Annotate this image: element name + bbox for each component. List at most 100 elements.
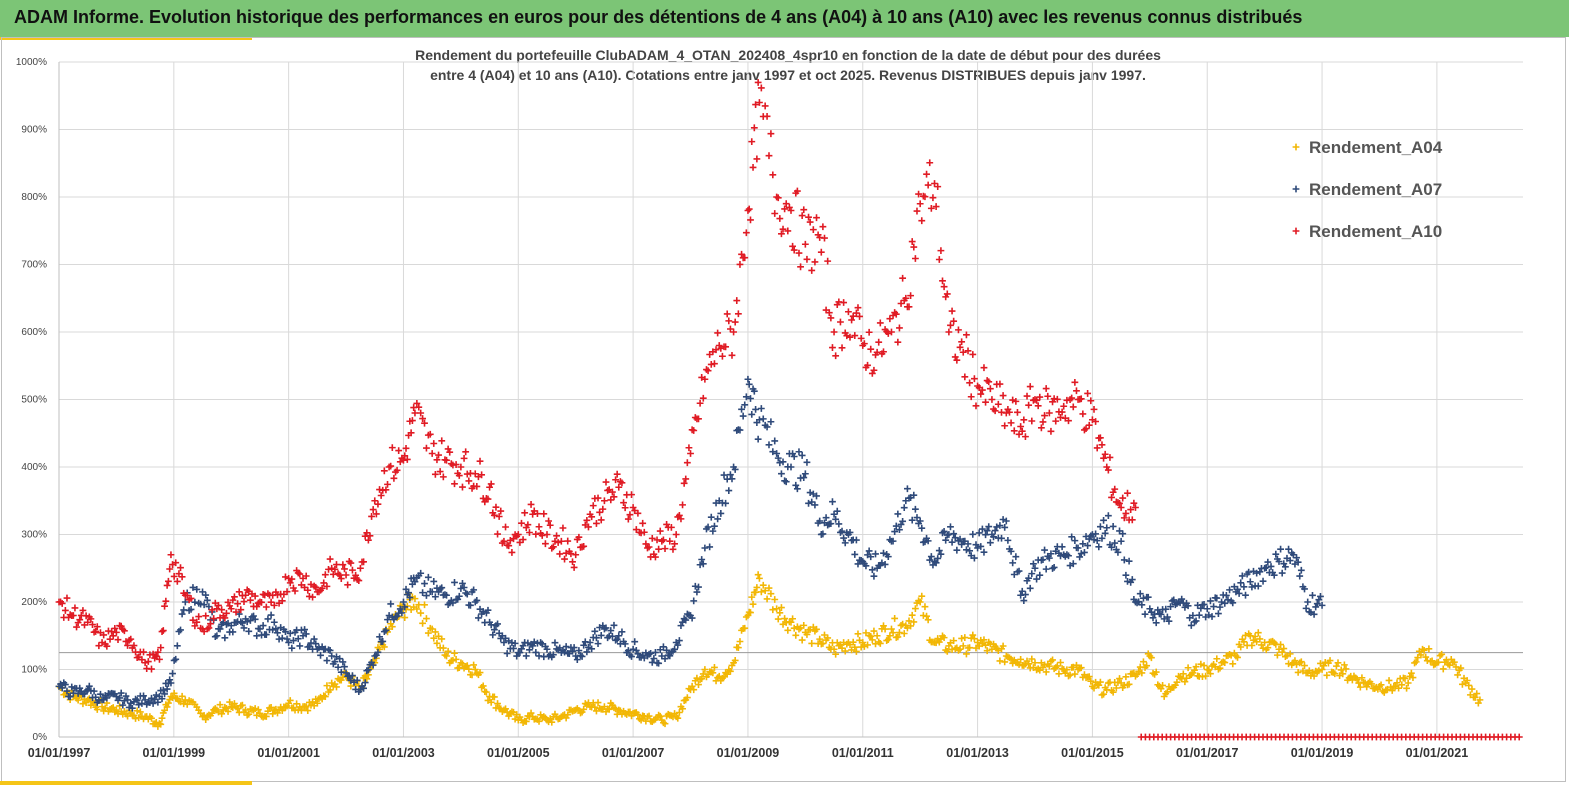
rendement-a07-point bbox=[1109, 523, 1117, 530]
rendement-a04-point bbox=[1090, 684, 1098, 692]
rendement-a10-point bbox=[124, 642, 131, 649]
rendement-a10-point bbox=[793, 187, 801, 195]
rendement-a07-point bbox=[704, 523, 712, 531]
rendement-a10-point bbox=[972, 402, 980, 410]
rendement-a07-point bbox=[1301, 585, 1308, 593]
rendement-a07-point bbox=[409, 580, 416, 588]
rendement-a07-point bbox=[765, 441, 773, 449]
rendement-a04-point bbox=[790, 624, 798, 632]
rendement-a04-point bbox=[851, 643, 859, 651]
rendement-a07-point bbox=[173, 642, 181, 650]
rendement-a07-point bbox=[578, 653, 586, 660]
rendement-a07-point bbox=[1042, 565, 1050, 573]
rendement-a04-point bbox=[1055, 670, 1063, 678]
rendement-a07-point bbox=[1041, 546, 1048, 554]
rendement-a07-point bbox=[355, 688, 363, 696]
rendement-a07-point bbox=[814, 519, 822, 527]
rendement-a10-point bbox=[966, 379, 974, 387]
rendement-a10-point bbox=[937, 247, 945, 255]
rendement-a10-point bbox=[380, 467, 388, 475]
rendement-a07-point bbox=[1009, 559, 1017, 567]
x-tick-label: 01/01/2021 bbox=[1406, 746, 1469, 760]
rendement-a07-point bbox=[911, 505, 919, 513]
rendement-a10-point bbox=[722, 343, 730, 351]
rendement-a04-point bbox=[326, 686, 334, 694]
legend-label: Rendement_A07 bbox=[1309, 180, 1442, 199]
rendement-a04-point bbox=[417, 609, 425, 617]
rendement-a10-point bbox=[342, 571, 350, 579]
rendement-a04-point bbox=[894, 633, 902, 641]
rendement-a07-point bbox=[203, 596, 211, 604]
rendement-a04-point bbox=[1112, 684, 1120, 692]
rendement-a10-point bbox=[426, 430, 434, 438]
rendement-a10-point bbox=[1096, 434, 1104, 442]
rendement-a10-point bbox=[999, 392, 1007, 399]
rendement-a07-point bbox=[63, 687, 71, 695]
rendement-a10-point bbox=[492, 503, 500, 511]
rendement-a10-point bbox=[749, 163, 757, 171]
rendement-a07-point bbox=[1296, 572, 1304, 580]
rendement-a10-point bbox=[1132, 504, 1139, 511]
rendement-a04-point bbox=[978, 640, 986, 648]
rendement-a10-point bbox=[81, 621, 88, 629]
rendement-a07-point bbox=[1207, 597, 1214, 605]
rendement-a10-point bbox=[333, 561, 340, 568]
rendement-a04-point bbox=[966, 644, 974, 652]
rendement-a04-point bbox=[1398, 681, 1406, 689]
rendement-a07-point bbox=[1224, 596, 1232, 604]
rendement-a10-point bbox=[569, 558, 576, 566]
rendement-a07-point bbox=[339, 658, 347, 666]
rendement-a07-point bbox=[806, 489, 814, 496]
rendement-a07-point bbox=[1101, 529, 1109, 537]
rendement-a10-point bbox=[996, 380, 1004, 388]
rendement-a04-point bbox=[1245, 630, 1253, 638]
rendement-a10-point bbox=[1023, 392, 1031, 400]
rendement-a07-point bbox=[103, 694, 111, 702]
rendement-a04-point bbox=[852, 648, 860, 655]
rendement-a10-point bbox=[237, 606, 245, 614]
rendement-a04-point bbox=[487, 698, 495, 706]
rendement-a07-point bbox=[336, 655, 344, 663]
rendement-a04-point bbox=[690, 686, 698, 694]
rendement-a10-point bbox=[540, 510, 548, 518]
rendement-a04-point bbox=[302, 703, 310, 711]
rendement-a10-point bbox=[114, 636, 122, 644]
rendement-a04-point bbox=[401, 614, 409, 621]
rendement-a10-point bbox=[1124, 489, 1131, 497]
rendement-a10-point bbox=[1001, 422, 1009, 430]
rendement-a10-point bbox=[172, 559, 180, 567]
rendement-a04-point bbox=[1100, 690, 1107, 698]
rendement-a04-point bbox=[1229, 660, 1237, 668]
rendement-a10-point bbox=[82, 612, 90, 620]
rendement-a10-point bbox=[1010, 427, 1018, 435]
rendement-a07-point bbox=[138, 700, 146, 707]
rendement-a04-point bbox=[441, 651, 449, 659]
rendement-a04-point bbox=[741, 624, 749, 632]
rendement-a07-point bbox=[1262, 564, 1270, 571]
rendement-a10-point bbox=[559, 524, 567, 532]
rendement-a10-point bbox=[202, 612, 210, 620]
rendement-a07-point bbox=[1285, 545, 1292, 553]
rendement-a07-point bbox=[490, 626, 498, 634]
rendement-a10-point bbox=[913, 207, 921, 215]
rendement-a10-point bbox=[553, 532, 560, 540]
rendement-a04-point bbox=[1342, 665, 1350, 673]
rendement-a04-point bbox=[1144, 650, 1152, 658]
rendement-a04-point bbox=[133, 707, 141, 715]
rendement-a04-point bbox=[433, 639, 441, 647]
rendement-a04-point bbox=[527, 709, 535, 717]
rendement-a04-point bbox=[918, 592, 926, 600]
rendement-a10-point bbox=[926, 159, 934, 167]
rendement-a10-point bbox=[1122, 510, 1130, 517]
rendement-a10-point bbox=[652, 553, 659, 561]
rendement-a10-point bbox=[894, 338, 902, 346]
rendement-a07-point bbox=[1267, 563, 1275, 570]
rendement-a04-point bbox=[1457, 664, 1465, 672]
rendement-a10-point bbox=[166, 565, 174, 573]
rendement-a07-point bbox=[166, 676, 174, 684]
rendement-a04-point bbox=[899, 620, 907, 628]
rendement-a07-point bbox=[1210, 603, 1218, 610]
rendement-a10-point bbox=[490, 511, 498, 519]
rendement-a10-point bbox=[696, 399, 704, 407]
rendement-a04-point bbox=[1363, 683, 1371, 691]
